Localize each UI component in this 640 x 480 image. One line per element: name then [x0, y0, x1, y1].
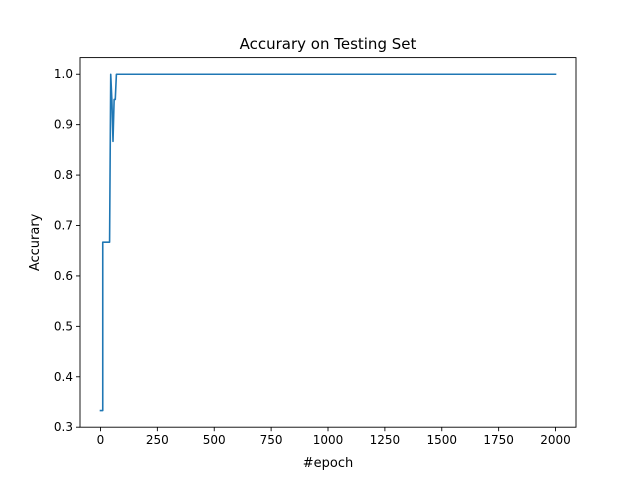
y-tick-label: 0.5	[54, 319, 73, 333]
y-tick-label: 0.4	[54, 370, 73, 384]
y-tick-label: 0.3	[54, 420, 73, 434]
chart-title: Accurary on Testing Set	[240, 35, 417, 53]
x-tick-label: 1500	[426, 433, 457, 447]
series-layer	[99, 73, 557, 412]
x-tick-label: 1750	[483, 433, 514, 447]
x-axis-label: #epoch	[303, 456, 353, 471]
x-tick-label: 250	[146, 433, 169, 447]
series-line-0	[99, 73, 557, 412]
y-axis: 0.3 0.4 0.5 0.6 0.7 0.8 0.9 1.0	[54, 67, 80, 434]
plot-area	[80, 57, 576, 428]
x-tick-label: 750	[260, 433, 283, 447]
x-tick-label: 1250	[370, 433, 401, 447]
x-tick-label: 500	[203, 433, 226, 447]
x-axis: 0 250 500 750 1000 1250 1500 1750 2000	[97, 427, 571, 447]
x-tick-label: 2000	[540, 433, 571, 447]
y-tick-label: 0.9	[54, 118, 73, 132]
y-tick-label: 0.6	[54, 269, 73, 283]
y-axis-label: Accurary	[28, 213, 43, 271]
y-tick-label: 0.7	[54, 219, 73, 233]
y-tick-label: 0.8	[54, 168, 73, 182]
x-tick-label: 0	[97, 433, 105, 447]
x-tick-label: 1000	[313, 433, 344, 447]
y-tick-label: 1.0	[54, 67, 73, 81]
